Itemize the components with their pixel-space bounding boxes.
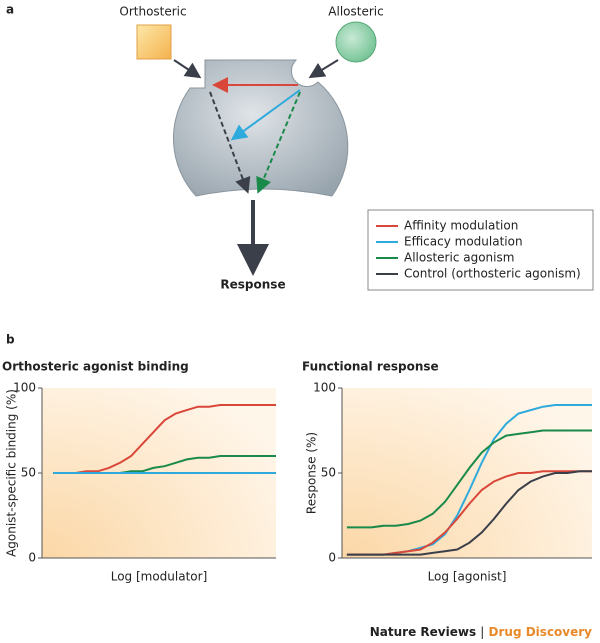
curve xyxy=(53,404,276,474)
x-axis-label: Log [agonist] xyxy=(428,570,507,584)
chart-title: Orthosteric agonist binding xyxy=(2,360,189,374)
allosteric-label: Allosteric xyxy=(328,5,383,19)
y-tick-label: 0 xyxy=(328,551,336,565)
charts: Orthosteric agonist binding Log [modulato… xyxy=(2,360,592,584)
efficacy-arrow xyxy=(230,89,301,141)
chart-title: Functional response xyxy=(302,360,439,374)
response-label: Response xyxy=(220,278,285,292)
footer: Nature Reviews | Drug Discovery xyxy=(370,625,592,639)
y-tick-label: 50 xyxy=(321,466,336,480)
legend-label: Control (orthosteric agonism) xyxy=(404,267,581,281)
section: Drug Discovery xyxy=(489,625,593,639)
allosteric-ligand xyxy=(335,21,377,63)
y-tick-label: 0 xyxy=(28,551,36,565)
curve xyxy=(346,429,592,529)
legend-label: Allosteric agonism xyxy=(404,251,514,265)
panel-label: a xyxy=(6,3,14,17)
y-tick-label: 50 xyxy=(21,466,36,480)
separator: | xyxy=(480,625,484,639)
y-axis-label: Response (%) xyxy=(305,432,319,514)
x-axis-label: Log [modulator] xyxy=(111,570,208,584)
curve xyxy=(346,470,592,556)
y-tick-label: 100 xyxy=(13,381,36,395)
y-tick-label: 100 xyxy=(313,381,336,395)
panel-label: b xyxy=(6,333,15,347)
y-axis-label: Agonist-specific binding (%) xyxy=(5,389,19,557)
orthosteric-ligand xyxy=(136,24,172,60)
journal: Nature Reviews xyxy=(370,625,476,639)
receptor xyxy=(173,59,349,197)
arrow xyxy=(173,59,202,79)
agonism-arrow xyxy=(256,91,301,194)
legend-box xyxy=(367,209,594,291)
orthosteric-label: Orthosteric xyxy=(119,5,186,19)
legend: Affinity modulation Efficacy modulation Al… xyxy=(376,219,581,281)
legend-label: Affinity modulation xyxy=(404,219,518,233)
control-arrow xyxy=(209,91,251,194)
legend-label: Efficacy modulation xyxy=(404,235,523,249)
arrow xyxy=(308,59,339,79)
